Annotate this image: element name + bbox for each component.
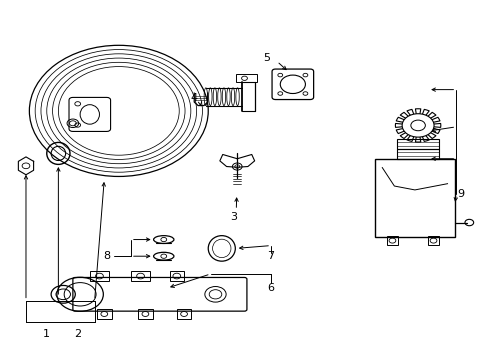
Text: 9: 9 <box>457 189 464 199</box>
Bar <box>90 271 108 281</box>
Bar <box>138 309 153 319</box>
Bar <box>131 271 149 281</box>
Text: 5: 5 <box>262 53 269 63</box>
Bar <box>96 309 112 319</box>
Bar <box>397 149 438 159</box>
Bar <box>169 271 183 281</box>
Bar <box>427 236 438 244</box>
Text: 7: 7 <box>267 251 274 261</box>
Bar <box>397 139 438 149</box>
Text: 2: 2 <box>74 329 81 339</box>
Bar <box>386 236 397 244</box>
Text: 4: 4 <box>190 94 197 103</box>
Text: 3: 3 <box>230 212 237 222</box>
Text: 6: 6 <box>267 283 274 293</box>
Circle shape <box>29 45 208 176</box>
Bar <box>177 309 190 319</box>
Text: 8: 8 <box>103 251 110 261</box>
Circle shape <box>401 114 433 137</box>
Bar <box>374 159 454 237</box>
Bar <box>236 75 256 82</box>
Text: 1: 1 <box>43 329 50 339</box>
